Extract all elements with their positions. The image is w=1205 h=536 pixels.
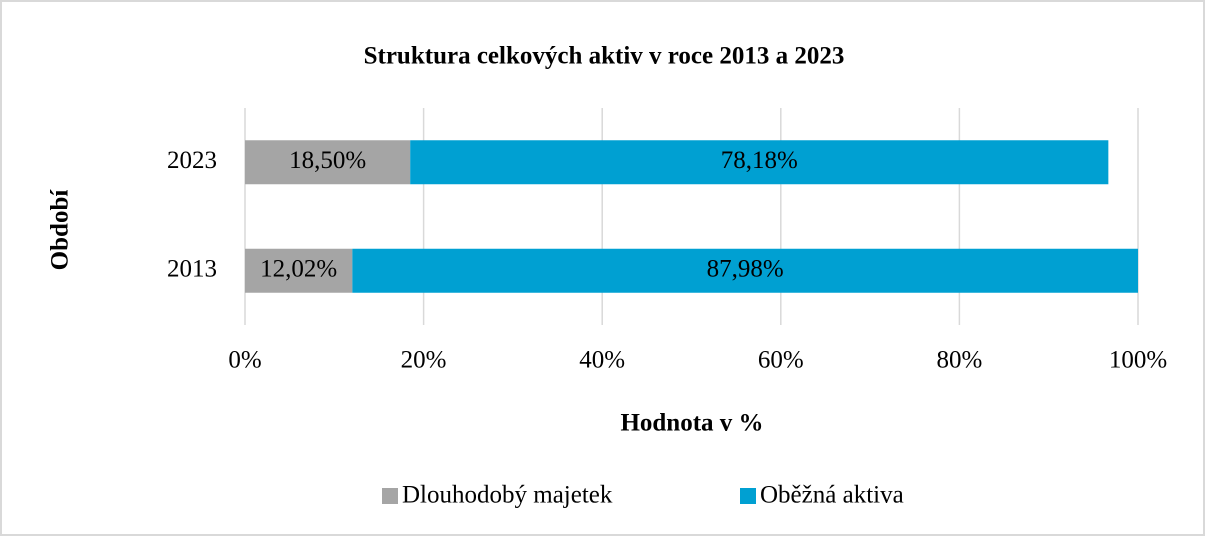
x-tick-label: 0%	[228, 347, 261, 374]
bar-segment	[245, 140, 411, 185]
x-axis-title: Hodnota v %	[620, 410, 763, 437]
y-tick-label: 2023	[167, 147, 217, 174]
x-tick-label: 40%	[579, 347, 625, 374]
x-tick-label: 60%	[758, 347, 804, 374]
x-tick-label: 100%	[1109, 347, 1167, 374]
chart-title: Struktura celkových aktiv v roce 2013 a …	[364, 43, 845, 70]
data-label: 87,98%	[707, 255, 784, 282]
x-tick-label: 80%	[936, 347, 982, 374]
legend-swatch	[740, 488, 756, 504]
bar-segment	[410, 140, 1109, 185]
data-label: 18,50%	[289, 147, 366, 174]
legend-swatch	[382, 488, 398, 504]
bar-segment	[245, 248, 353, 293]
x-tick-label: 20%	[401, 347, 447, 374]
data-label: 12,02%	[260, 255, 337, 282]
legend-label: Oběžná aktiva	[760, 482, 904, 509]
y-axis-title: Období	[47, 189, 74, 271]
data-label: 78,18%	[721, 147, 798, 174]
bar-segment	[352, 248, 1138, 293]
y-tick-label: 2013	[167, 255, 217, 282]
legend-label: Dlouhodobý majetek	[402, 482, 613, 509]
